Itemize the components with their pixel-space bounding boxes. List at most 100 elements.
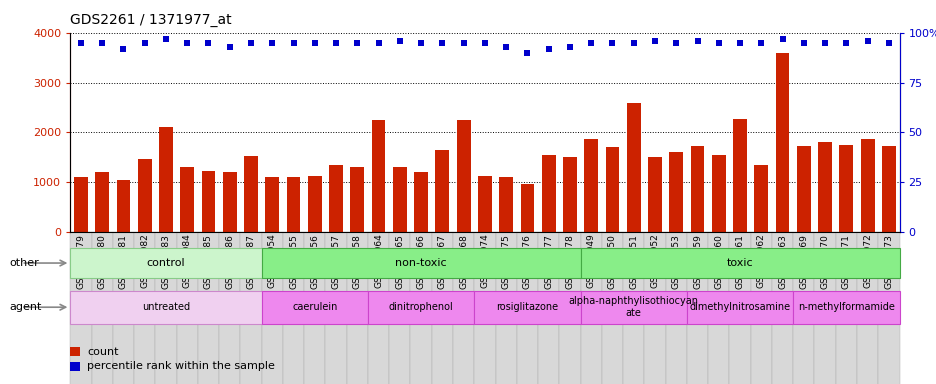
Bar: [112, 232, 134, 384]
Bar: [74, 177, 88, 232]
Text: toxic: toxic: [726, 258, 753, 268]
Point: [329, 40, 344, 46]
Point: [647, 38, 662, 44]
Bar: [70, 248, 261, 278]
Bar: [495, 232, 517, 384]
Point: [73, 40, 88, 46]
Text: dinitrophenol: dinitrophenol: [388, 302, 453, 312]
Bar: [584, 139, 597, 232]
Point: [371, 40, 386, 46]
Point: [349, 40, 364, 46]
Point: [243, 40, 258, 46]
Bar: [388, 232, 410, 384]
Point: [859, 38, 874, 44]
Point: [519, 50, 534, 56]
Bar: [856, 232, 877, 384]
Point: [180, 40, 195, 46]
Point: [265, 40, 280, 46]
Bar: [750, 232, 771, 384]
Point: [116, 46, 131, 52]
Bar: [541, 155, 555, 232]
Point: [817, 40, 832, 46]
Text: agent: agent: [9, 302, 42, 312]
Bar: [580, 248, 899, 278]
Bar: [456, 120, 470, 232]
Bar: [70, 232, 92, 384]
Point: [625, 40, 640, 46]
Text: untreated: untreated: [141, 302, 190, 312]
Bar: [753, 165, 768, 232]
Bar: [793, 291, 899, 324]
Point: [222, 43, 237, 50]
Bar: [201, 171, 215, 232]
Point: [476, 40, 491, 46]
Bar: [346, 232, 368, 384]
Point: [498, 43, 513, 50]
Bar: [499, 177, 513, 232]
Bar: [605, 147, 619, 232]
Bar: [95, 172, 109, 232]
Bar: [197, 232, 219, 384]
Point: [434, 40, 449, 46]
Bar: [414, 172, 428, 232]
Bar: [410, 232, 431, 384]
Bar: [70, 362, 80, 371]
Bar: [368, 291, 474, 324]
Bar: [159, 127, 172, 232]
Point: [583, 40, 598, 46]
Bar: [686, 232, 708, 384]
Point: [753, 40, 768, 46]
Text: n-methylformamide: n-methylformamide: [797, 302, 894, 312]
Bar: [793, 232, 813, 384]
Bar: [668, 152, 682, 232]
Point: [200, 40, 215, 46]
Text: percentile rank within the sample: percentile rank within the sample: [87, 361, 275, 371]
Point: [562, 43, 577, 50]
Text: alpha-naphthylisothiocyan
ate: alpha-naphthylisothiocyan ate: [568, 296, 698, 318]
Bar: [771, 232, 793, 384]
Bar: [728, 232, 750, 384]
Bar: [474, 232, 495, 384]
Point: [413, 40, 428, 46]
Text: count: count: [87, 347, 119, 357]
Point: [95, 40, 110, 46]
Bar: [261, 232, 283, 384]
Bar: [435, 151, 448, 232]
Bar: [474, 291, 580, 324]
Bar: [517, 232, 537, 384]
Bar: [877, 232, 899, 384]
Text: rosiglitazone: rosiglitazone: [496, 302, 558, 312]
Point: [456, 40, 471, 46]
Bar: [431, 232, 452, 384]
Point: [392, 38, 407, 44]
Bar: [580, 232, 601, 384]
Bar: [797, 146, 810, 232]
Point: [668, 40, 683, 46]
Point: [158, 36, 173, 42]
Bar: [817, 142, 831, 232]
Bar: [70, 347, 80, 356]
Bar: [92, 232, 112, 384]
Bar: [711, 156, 724, 232]
Bar: [537, 232, 559, 384]
Bar: [70, 291, 261, 324]
Point: [796, 40, 811, 46]
Bar: [368, 232, 388, 384]
Bar: [116, 180, 130, 232]
Bar: [813, 232, 835, 384]
Bar: [176, 232, 197, 384]
Bar: [601, 232, 622, 384]
Bar: [138, 159, 152, 232]
Bar: [477, 176, 491, 232]
Bar: [241, 232, 261, 384]
Point: [838, 40, 853, 46]
Bar: [452, 232, 474, 384]
Bar: [626, 103, 640, 232]
Point: [689, 38, 704, 44]
Bar: [648, 157, 661, 232]
Bar: [665, 232, 686, 384]
Point: [541, 46, 556, 52]
Text: dimethylnitrosamine: dimethylnitrosamine: [689, 302, 790, 312]
Bar: [261, 291, 368, 324]
Bar: [304, 232, 325, 384]
